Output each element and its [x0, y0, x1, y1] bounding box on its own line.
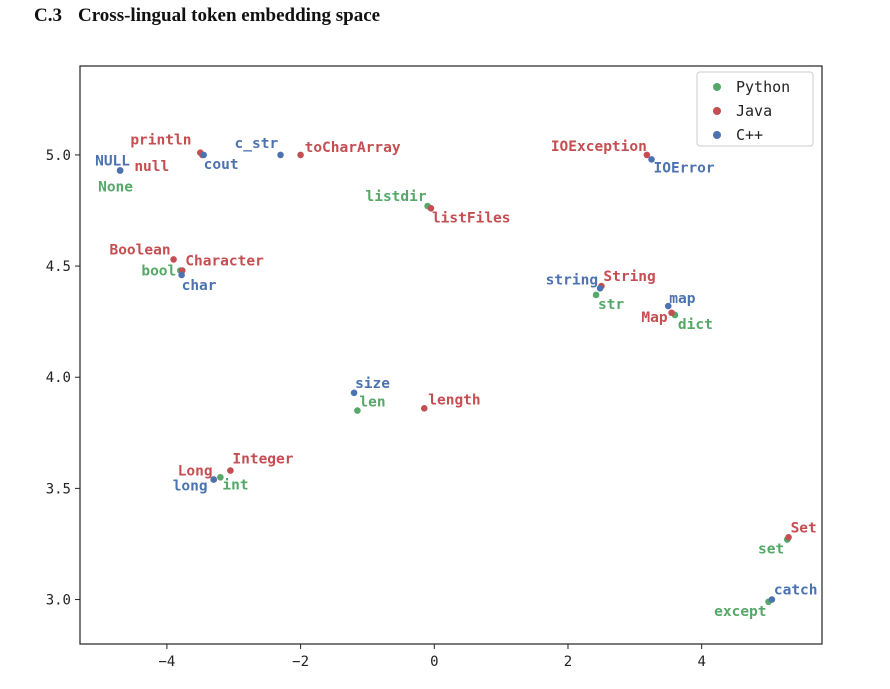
- x-tick-label: −4: [158, 654, 175, 670]
- point-label: c_str: [235, 136, 279, 152]
- point-label: except: [714, 604, 766, 620]
- data-point: [354, 407, 361, 414]
- data-point: [210, 476, 217, 483]
- data-point: [297, 151, 304, 159]
- legend-box: [696, 71, 814, 147]
- data-point: [178, 271, 185, 279]
- y-tick-label: 3.5: [46, 481, 71, 497]
- point-label: long: [173, 478, 208, 494]
- data-point: [643, 151, 651, 159]
- data-point: [420, 405, 428, 412]
- point-label: Integer: [232, 452, 293, 468]
- data-point: [664, 302, 672, 310]
- point-label: IOError: [654, 160, 715, 176]
- data-point: [170, 256, 177, 263]
- data-point: [592, 291, 600, 299]
- legend-marker: [713, 107, 721, 115]
- point-label: size: [355, 376, 390, 392]
- y-tick-label: 4.0: [46, 370, 71, 386]
- point-label: bool: [141, 264, 176, 280]
- point-label: str: [598, 297, 624, 313]
- point-label: Set: [791, 520, 817, 536]
- data-point: [277, 151, 284, 159]
- point-label: char: [182, 278, 217, 294]
- legend-label: Python: [736, 78, 790, 96]
- data-point: [200, 151, 207, 159]
- data-point: [596, 285, 604, 292]
- data-point: [427, 204, 435, 212]
- point-label: Map: [641, 310, 667, 326]
- data-point: [785, 533, 792, 541]
- y-tick-label: 5.0: [46, 148, 71, 164]
- y-tick-label: 4.5: [46, 259, 71, 275]
- point-label: dict: [678, 317, 713, 333]
- data-point: [648, 156, 655, 163]
- plot-frame: [79, 65, 823, 645]
- point-label: string: [546, 272, 598, 288]
- x-tick-label: 4: [697, 654, 705, 670]
- point-label: listFiles: [432, 210, 511, 226]
- legend-label: Java: [736, 102, 772, 120]
- section-title: Cross-lingual token embedding space: [77, 5, 381, 26]
- point-label: String: [603, 269, 655, 285]
- point-label: println: [130, 133, 191, 149]
- point-label: Character: [185, 254, 264, 270]
- legend-label: C++: [736, 126, 763, 144]
- x-tick-label: −2: [292, 654, 309, 670]
- data-point: [668, 309, 675, 317]
- point-label: IOException: [551, 139, 647, 155]
- point-label: NULL: [95, 153, 130, 169]
- point-label: length: [428, 392, 480, 408]
- point-label: toCharArray: [305, 140, 401, 156]
- point-label: int: [222, 477, 248, 493]
- point-label: map: [669, 291, 695, 307]
- x-tick-label: 2: [564, 654, 572, 670]
- series-python: None bool listdir str dict len int set except: [98, 167, 791, 620]
- data-point: [350, 389, 358, 397]
- section-heading: C.3 Cross-lingual token embedding space: [34, 5, 380, 27]
- section-number: C.3: [34, 5, 62, 26]
- legend-marker: [713, 131, 721, 139]
- point-label: len: [359, 395, 385, 411]
- series-java: println null toCharArray IOException listFil…: [109, 133, 817, 541]
- y-tick-label: 3.0: [46, 593, 71, 609]
- data-point: [768, 596, 776, 603]
- legend-marker: [713, 83, 721, 91]
- legend: Python Java C++: [696, 71, 814, 147]
- point-label: set: [758, 542, 784, 558]
- point-label: Boolean: [109, 242, 170, 258]
- point-label: listdir: [365, 189, 426, 205]
- point-label: cout: [204, 157, 239, 173]
- point-label: catch: [774, 583, 818, 599]
- point-label: Long: [178, 463, 213, 479]
- data-point: [116, 167, 124, 174]
- data-point: [217, 473, 224, 481]
- x-tick-label: 0: [430, 654, 438, 670]
- point-label: null: [134, 159, 169, 175]
- data-point: [227, 467, 234, 474]
- point-label: None: [98, 179, 133, 195]
